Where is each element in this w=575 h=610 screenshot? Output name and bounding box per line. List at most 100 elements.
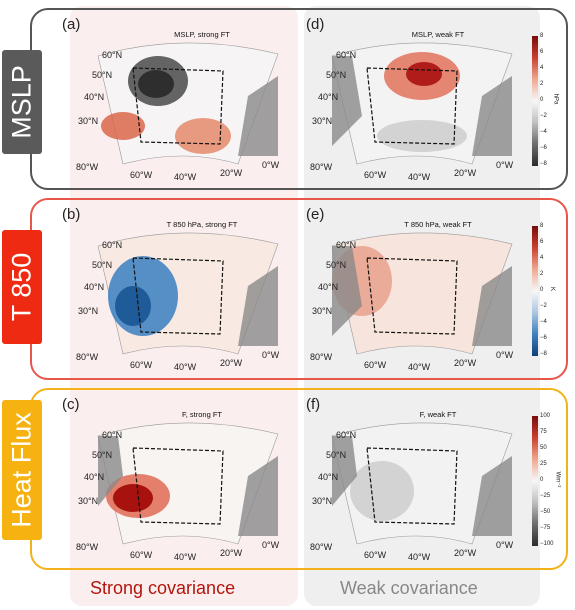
colorbar-tick-label: −25 xyxy=(540,493,551,499)
lon-label: 20°W xyxy=(454,358,477,368)
colorbar-tick-label: 8 xyxy=(540,33,544,39)
lat-label: 40°N xyxy=(84,282,105,292)
colorbar-tick-label: 0 xyxy=(540,287,544,293)
lat-label: 50°N xyxy=(92,70,113,80)
colorbar xyxy=(532,36,538,166)
lon-label: 40°W xyxy=(408,552,431,562)
lat-label: 30°N xyxy=(78,496,99,506)
colorbar-tick-label: 6 xyxy=(540,239,544,245)
colorbar-tick-label: 8 xyxy=(540,223,544,229)
panel-d-title: MSLP, weak FT xyxy=(411,30,465,39)
lat-label: 60°N xyxy=(336,430,357,440)
panel-e-title: T 850 hPa, weak FT xyxy=(404,220,472,229)
panel-b-letter: (b) xyxy=(62,206,81,223)
colorbar-tick-label: 0 xyxy=(540,477,544,483)
t850-row-label: T 850 xyxy=(2,230,42,344)
lon-label: 60°W xyxy=(364,550,387,560)
colorbar-tick-label: −8 xyxy=(540,351,547,357)
panel-b-title: T 850 hPa, strong FT xyxy=(166,220,238,229)
lat-label: 50°N xyxy=(326,260,347,270)
lat-label: 40°N xyxy=(84,92,105,102)
lon-label: 60°W xyxy=(364,360,387,370)
lat-label: 30°N xyxy=(78,116,99,126)
lat-label: 60°N xyxy=(102,50,123,60)
colorbar-tick-label: −4 xyxy=(540,319,547,325)
lon-label: 40°W xyxy=(174,172,197,182)
lon-label: 20°W xyxy=(454,548,477,558)
lat-label: 60°N xyxy=(102,430,123,440)
colorbar-tick-label: −2 xyxy=(540,303,547,309)
panel-f-title: F, weak FT xyxy=(419,410,457,419)
map-mslp-weak xyxy=(331,42,513,165)
lat-label: 60°N xyxy=(336,240,357,250)
colorbar-tick-label: 4 xyxy=(540,255,544,261)
panel-e-letter: (e) xyxy=(306,206,325,223)
lat-label: 40°N xyxy=(318,92,339,102)
colorbar-tick-label: −100 xyxy=(540,541,554,547)
lon-label: 40°W xyxy=(174,552,197,562)
lon-label: 60°W xyxy=(130,170,153,180)
panel-a-title: MSLP, strong FT xyxy=(174,30,230,39)
colorbar-tick-label: 100 xyxy=(540,413,551,419)
lon-label: 20°W xyxy=(220,358,243,368)
lat-label: 60°N xyxy=(102,240,123,250)
lat-label: 50°N xyxy=(326,70,347,80)
map-flux-weak xyxy=(331,422,513,545)
colorbar-tick-label: −6 xyxy=(540,145,547,151)
lat-label: 30°N xyxy=(312,306,333,316)
lon-label: 0°W xyxy=(262,540,280,550)
lat-label: 40°N xyxy=(318,472,339,482)
colorbar xyxy=(532,416,538,546)
lon-label: 20°W xyxy=(454,168,477,178)
colorbar xyxy=(532,226,538,356)
colorbar-tick-label: 4 xyxy=(540,65,544,71)
strong-covariance-caption: Strong covariance xyxy=(90,578,236,598)
map-flux-strong xyxy=(97,422,279,545)
lon-label: 40°W xyxy=(408,172,431,182)
map-t850-strong xyxy=(97,232,279,355)
panel-f-letter: (f) xyxy=(306,396,321,413)
colorbar-unit: Wm⁻² xyxy=(554,471,561,488)
colorbar-unit: K xyxy=(549,286,556,292)
lon-label: 40°W xyxy=(408,362,431,372)
lon-label: 0°W xyxy=(262,160,280,170)
lon-label: 40°W xyxy=(174,362,197,372)
map-mslp-strong xyxy=(97,42,279,165)
panel-c-letter: (c) xyxy=(62,396,80,413)
panel-a-letter: (a) xyxy=(62,16,81,33)
lon-label: 60°W xyxy=(364,170,387,180)
colorbar-tick-label: −6 xyxy=(540,335,547,341)
panel-d-letter: (d) xyxy=(306,16,325,33)
lat-label: 50°N xyxy=(92,260,113,270)
lon-label: 80°W xyxy=(76,542,99,552)
colorbar-tick-label: 2 xyxy=(540,81,544,87)
colorbar-tick-label: 75 xyxy=(540,429,547,435)
lon-label: 0°W xyxy=(262,350,280,360)
colorbar-tick-label: −4 xyxy=(540,129,547,135)
lon-label: 0°W xyxy=(496,350,514,360)
lat-label: 50°N xyxy=(326,450,347,460)
map-t850-weak xyxy=(331,232,513,355)
lon-label: 80°W xyxy=(76,352,99,362)
colorbar-tick-label: 0 xyxy=(540,97,544,103)
colorbar-tick-label: −2 xyxy=(540,113,547,119)
colorbar-tick-label: −75 xyxy=(540,525,551,531)
lon-label: 60°W xyxy=(130,360,153,370)
weak-covariance-caption: Weak covariance xyxy=(340,578,478,598)
lon-label: 60°W xyxy=(130,550,153,560)
lon-label: 0°W xyxy=(496,540,514,550)
lon-label: 80°W xyxy=(310,542,333,552)
lat-label: 40°N xyxy=(84,472,105,482)
lat-label: 30°N xyxy=(78,306,99,316)
mslp-row-label: MSLP xyxy=(2,50,42,154)
lat-label: 50°N xyxy=(92,450,113,460)
colorbar-tick-label: −8 xyxy=(540,161,547,167)
colorbar-tick-label: 50 xyxy=(540,445,547,451)
lon-label: 80°W xyxy=(310,162,333,172)
colorbar-tick-label: 6 xyxy=(540,49,544,55)
lat-label: 30°N xyxy=(312,496,333,506)
flux-row-label: Heat Flux xyxy=(2,400,42,540)
lat-label: 30°N xyxy=(312,116,333,126)
lon-label: 80°W xyxy=(310,352,333,362)
lon-label: 20°W xyxy=(220,168,243,178)
